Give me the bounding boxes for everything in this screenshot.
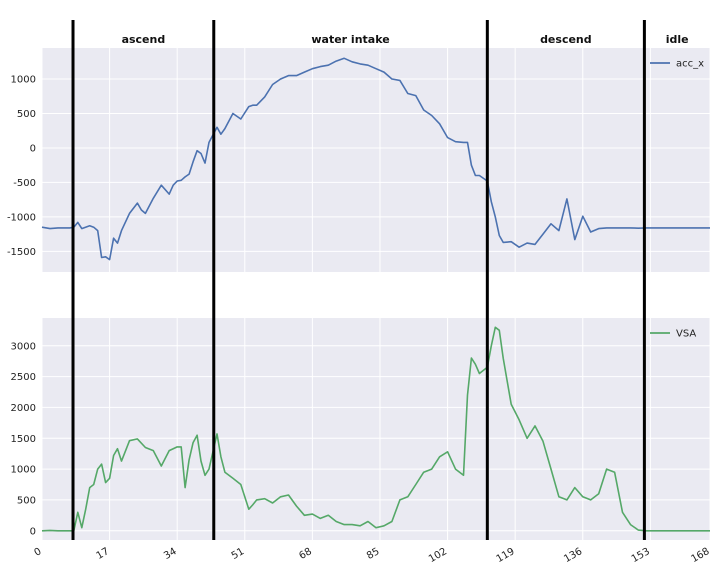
y-tick-label: 500 bbox=[17, 495, 36, 506]
y-tick-label: 1000 bbox=[11, 465, 36, 476]
phase-label-idle: idle bbox=[666, 33, 689, 46]
legend-label-VSA: VSA bbox=[676, 329, 696, 340]
x-tick-label: 119 bbox=[495, 546, 517, 565]
y-tick-label: 2000 bbox=[11, 403, 36, 414]
x-tick-label: 168 bbox=[689, 546, 711, 565]
y-tick-label: 500 bbox=[17, 109, 36, 120]
phase-label-water-intake: water intake bbox=[311, 33, 389, 46]
series-line-acc_x bbox=[41, 57, 710, 261]
x-tick-label: 136 bbox=[562, 546, 584, 565]
plot-area-1 bbox=[42, 48, 710, 272]
legend-label-acc_x: acc_x bbox=[676, 59, 704, 70]
x-tick-label: 17 bbox=[95, 546, 112, 562]
plot-area-2 bbox=[42, 318, 710, 540]
x-tick-label: 34 bbox=[162, 546, 179, 562]
y-tick-label: 1500 bbox=[11, 434, 36, 445]
y-tick-label: 0 bbox=[30, 526, 36, 537]
y-tick-label: -1500 bbox=[7, 247, 36, 258]
y-tick-label: -500 bbox=[13, 178, 36, 189]
y-tick-label: 1000 bbox=[11, 75, 36, 86]
phase-label-descend: descend bbox=[540, 33, 592, 46]
phase-label-ascend: ascend bbox=[122, 33, 166, 46]
series-line-VSA bbox=[41, 326, 710, 532]
x-tick-label: 51 bbox=[230, 546, 247, 562]
x-tick-label: 0 bbox=[32, 546, 43, 559]
x-tick-label: 102 bbox=[427, 546, 449, 565]
y-tick-label: -1000 bbox=[7, 212, 36, 223]
x-tick-label: 85 bbox=[365, 546, 382, 562]
x-tick-label: 68 bbox=[297, 546, 314, 562]
y-tick-label: 2500 bbox=[11, 372, 36, 383]
y-tick-label: 0 bbox=[30, 143, 36, 154]
y-tick-label: 3000 bbox=[11, 341, 36, 352]
x-tick-label: 153 bbox=[630, 546, 652, 565]
